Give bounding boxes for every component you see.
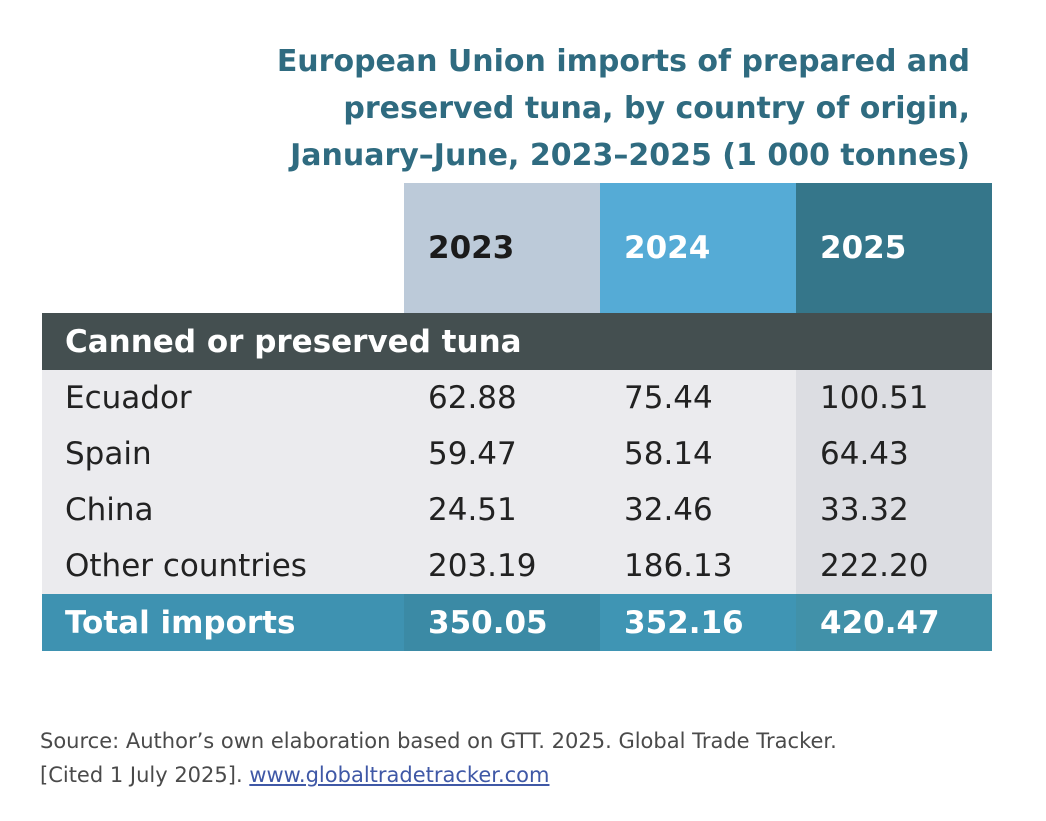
- total-label: Total imports: [42, 594, 404, 651]
- cell-other-2025: 222.20: [796, 538, 992, 594]
- table-row: Ecuador 62.88 75.44 100.51: [42, 370, 992, 426]
- total-2023: 350.05: [404, 594, 600, 651]
- total-2024: 352.16: [600, 594, 796, 651]
- chart-title: European Union imports of prepared and p…: [170, 38, 970, 179]
- source-line-1: Source: Author’s own elaboration based o…: [40, 729, 837, 753]
- cell-other-2024: 186.13: [600, 538, 796, 594]
- imports-table: 2023 2024 2025 Canned or preserved tuna …: [42, 183, 992, 651]
- cell-other-2023: 203.19: [404, 538, 600, 594]
- header-year-2023: 2023: [404, 183, 600, 313]
- cell-spain-2023: 59.47: [404, 426, 600, 482]
- chart-title-line-3: January–June, 2023–2025 (1 000 tonnes): [290, 138, 970, 173]
- header-row: 2023 2024 2025: [42, 183, 992, 313]
- cell-ecuador-2024: 75.44: [600, 370, 796, 426]
- cell-spain-2025: 64.43: [796, 426, 992, 482]
- chart-title-line-2: preserved tuna, by country of origin,: [343, 91, 970, 126]
- row-label-ecuador: Ecuador: [42, 370, 404, 426]
- row-label-china: China: [42, 482, 404, 538]
- total-row: Total imports 350.05 352.16 420.47: [42, 594, 992, 651]
- chart-title-line-1: European Union imports of prepared and: [276, 44, 970, 79]
- source-line-2: [Cited 1 July 2025]. www.globaltradetrac…: [40, 758, 1000, 792]
- cell-ecuador-2023: 62.88: [404, 370, 600, 426]
- header-year-2024: 2024: [600, 183, 796, 313]
- source-cited-text: [Cited 1 July 2025].: [40, 763, 250, 787]
- header-year-2025: 2025: [796, 183, 992, 313]
- header-blank-cell: [42, 183, 404, 313]
- section-row: Canned or preserved tuna: [42, 313, 992, 370]
- table-row: Other countries 203.19 186.13 222.20: [42, 538, 992, 594]
- cell-spain-2024: 58.14: [600, 426, 796, 482]
- table-row: Spain 59.47 58.14 64.43: [42, 426, 992, 482]
- source-link[interactable]: www.globaltradetracker.com: [249, 763, 550, 787]
- row-label-spain: Spain: [42, 426, 404, 482]
- cell-china-2025: 33.32: [796, 482, 992, 538]
- cell-china-2023: 24.51: [404, 482, 600, 538]
- total-2025: 420.47: [796, 594, 992, 651]
- section-label: Canned or preserved tuna: [65, 323, 522, 360]
- cell-china-2024: 32.46: [600, 482, 796, 538]
- cell-ecuador-2025: 100.51: [796, 370, 992, 426]
- row-label-other-countries: Other countries: [42, 538, 404, 594]
- source-note: Source: Author’s own elaboration based o…: [40, 724, 1000, 792]
- table-row: China 24.51 32.46 33.32: [42, 482, 992, 538]
